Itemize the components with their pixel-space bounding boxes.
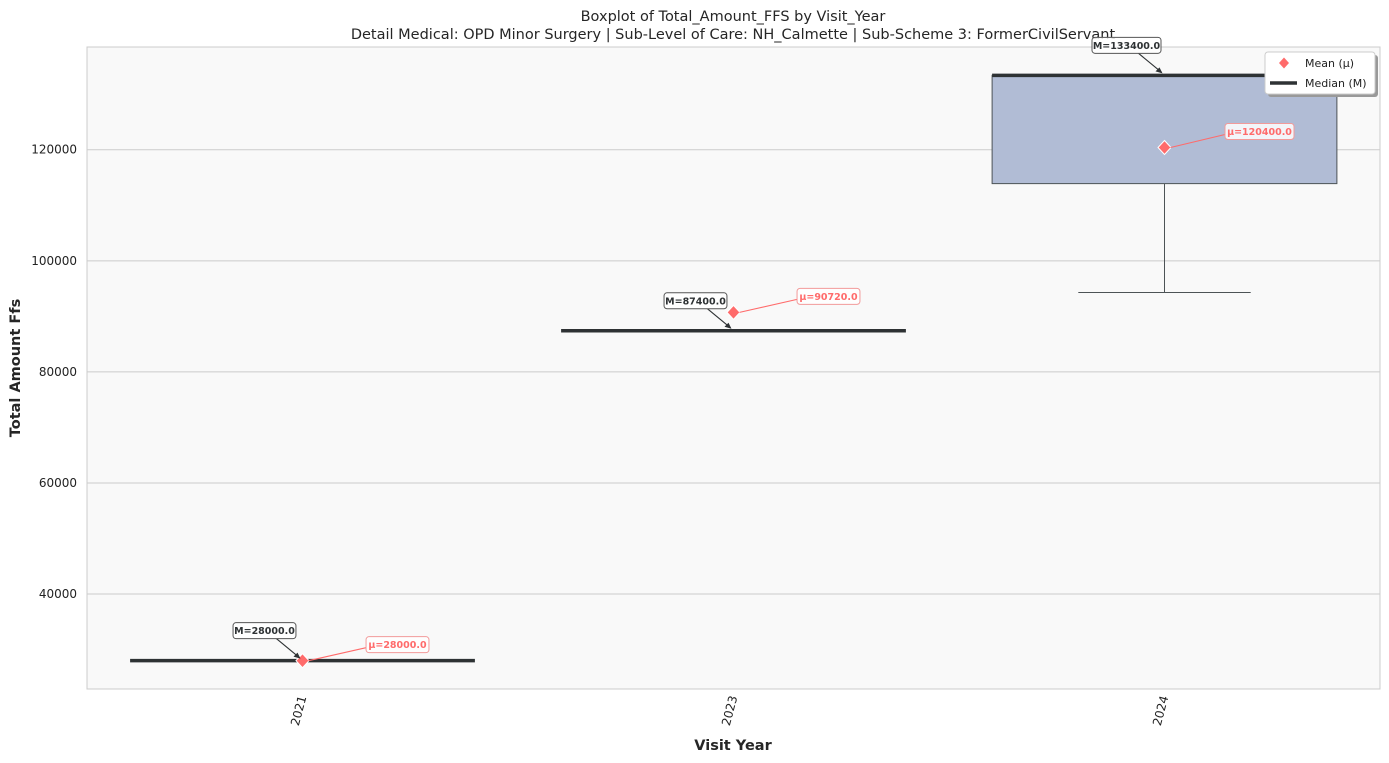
mean-marker [1157, 139, 1172, 156]
x-tick-label: 2021 [288, 694, 309, 727]
median-label-box [663, 292, 728, 310]
median-label: M=87400.0 [665, 296, 726, 307]
y-axis-title: Total Amount Ffs [8, 299, 24, 437]
mean-arrow-line [308, 647, 367, 662]
y-tick-label: 100000 [31, 254, 77, 268]
median-label-box [1091, 36, 1162, 54]
mean-label-box [1224, 123, 1295, 141]
median-arrow-line [276, 638, 300, 659]
mean-label: μ=28000.0 [368, 640, 427, 651]
median-label: M=28000.0 [234, 626, 295, 637]
x-axis-title: Visit Year [694, 738, 772, 754]
median-label-box [232, 622, 297, 640]
mean-label: μ=90720.0 [799, 292, 858, 303]
mean-arrow-line [739, 298, 798, 313]
legend-median-label: Median (M) [1305, 77, 1367, 90]
annotations: M=28000.0 μ=28000.0 M=87400.0 μ=90720.0 M=13… [232, 36, 1295, 662]
median-arrow-head [724, 322, 732, 329]
chart-title: Boxplot of Total_Amount_FFS by Visit_Yea… [581, 9, 886, 25]
mean-marker [295, 652, 310, 669]
legend-mean-label: Mean (μ) [1305, 57, 1354, 70]
x-tick-labels: 2021 2023 2024 [288, 694, 1171, 727]
median-arrow-line [1138, 52, 1162, 73]
x-tick-label: 2023 [719, 694, 740, 727]
y-tick-label: 60000 [39, 476, 77, 490]
mean-label-box [796, 287, 861, 305]
median-arrow-head [1155, 67, 1163, 74]
median-label: M=133400.0 [1093, 41, 1161, 52]
median-arrow-head [293, 652, 301, 659]
x-tick-label: 2024 [1150, 694, 1171, 727]
y-tick-label: 80000 [39, 365, 77, 379]
mean-arrow-line [1170, 133, 1226, 149]
y-tick-label: 40000 [39, 587, 77, 601]
mean-label-box [365, 636, 430, 654]
chart-subtitle: Detail Medical: OPD Minor Surgery | Sub-… [351, 27, 1116, 43]
y-tick-labels: 40000 60000 80000 100000 120000 [31, 143, 77, 601]
legend: Mean (μ) Median (M) [1264, 51, 1378, 97]
legend-mean-marker [1279, 57, 1289, 69]
y-tick-label: 120000 [31, 143, 77, 157]
mean-label: μ=120400.0 [1227, 127, 1292, 138]
mean-marker [726, 304, 741, 321]
